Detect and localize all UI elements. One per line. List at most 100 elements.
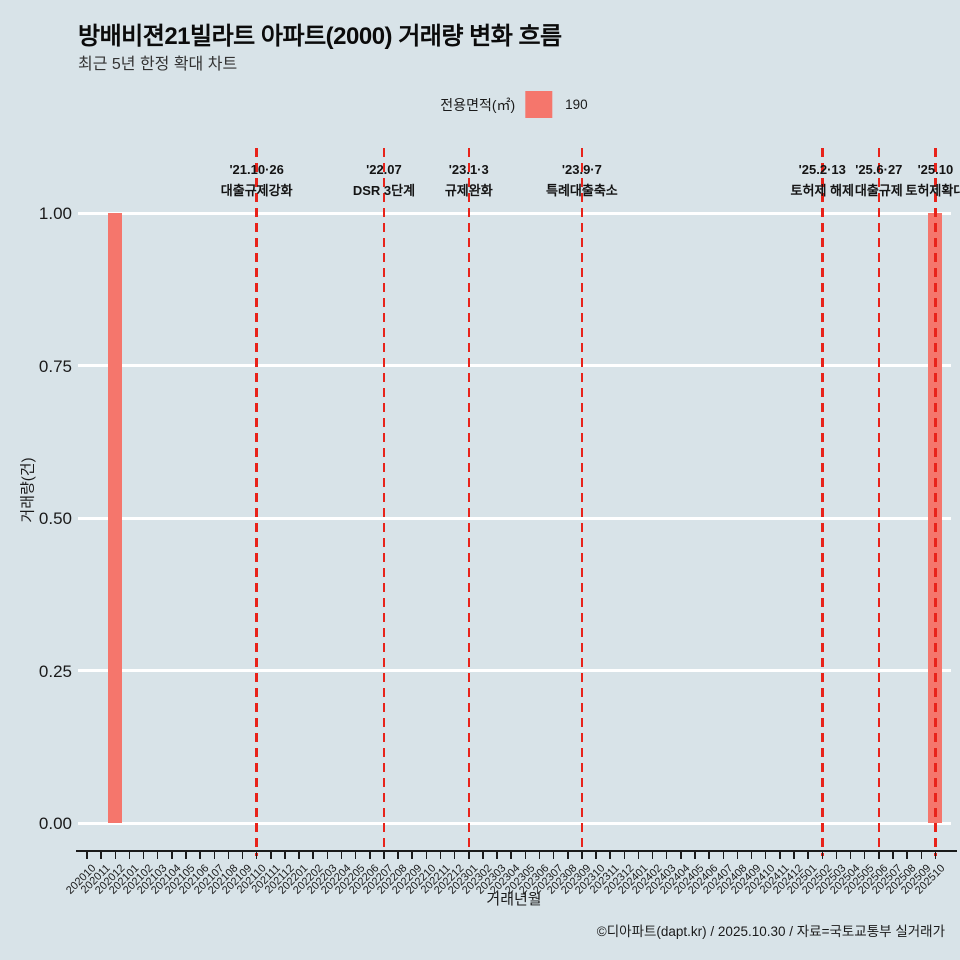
axis-tick [934,852,937,859]
axis-tick [595,852,597,859]
event-date: '23.9·7 [561,162,602,177]
axis-tick [270,852,272,859]
axis-tick [807,852,809,859]
axis-tick [567,852,569,859]
axis-tick [86,852,88,859]
axis-tick [468,852,470,859]
axis-tick [680,852,682,859]
event-date: '21.10·26 [229,162,284,177]
event-label: 대출규제강화 [220,183,293,198]
axis-tick [439,852,442,859]
y-axis-title: 거래량(건) [19,457,37,523]
event-line [877,148,881,856]
axis-tick [171,852,173,859]
axis-tick [425,852,428,859]
axis-tick [722,852,725,859]
axis-tick [128,852,131,859]
y-tick-label: 0.75 [38,356,72,376]
legend: 전용면적(㎡) 190 [440,91,588,118]
x-axis-title: 거래년월 [486,891,542,908]
axis-tick [538,852,541,859]
event-date: '25.6·27 [855,162,903,177]
event-date: '22.07 [366,162,402,177]
axis-tick [142,852,145,859]
axis-tick [665,852,668,859]
x-axis-line [76,850,957,852]
event-line [467,148,471,856]
axis-tick [793,852,795,859]
axis-tick [736,852,739,859]
axis-tick [326,852,329,859]
event-label: DSR 3단계 [352,183,416,198]
axis-tick [156,852,159,859]
axis-tick [581,852,583,859]
axis-tick [892,852,894,859]
event-date: '23.1·3 [448,162,489,177]
axis-tick [185,852,187,859]
attribution: ©디아파트(dapt.kr) / 2025.10.30 / 자료=국토교통부 실… [596,924,945,939]
axis-tick [114,852,117,859]
event-line [255,148,258,856]
event-date: '25.10 [917,162,954,177]
axis-tick [496,852,498,859]
axis-tick [298,852,300,859]
axis-tick [750,852,753,859]
event-line [934,148,937,856]
event-line [580,148,584,856]
y-tick-label: 0.25 [38,661,72,681]
axis-tick [354,852,357,859]
axis-tick [510,852,512,859]
axis-tick [453,852,456,859]
event-line [382,148,386,856]
event-label: 특례대출축소 [546,183,618,198]
y-tick-label: 0.00 [38,814,72,833]
axis-tick [694,852,696,859]
axis-tick [482,852,484,859]
axis-tick [651,852,654,859]
gridline [78,364,951,367]
gridline [78,821,951,825]
event-label: 규제완화 [444,183,493,198]
axis-tick [227,852,230,859]
axis-tick [821,852,824,859]
axis-tick [609,852,611,859]
gridline [78,516,951,520]
axis-tick [849,852,852,859]
axis-tick [835,852,838,859]
axis-tick [213,852,215,859]
chart-subtitle: 최근 5년 한정 확대 차트 [78,56,238,73]
event-label: 토허제확대 [905,183,960,198]
gridline [78,211,951,215]
event-label: 토허제 해제 [790,183,854,198]
axis-tick [100,852,102,859]
axis-tick [241,852,244,859]
axis-tick [255,852,258,859]
axis-tick [906,852,908,859]
axis-tick [764,852,767,859]
axis-tick [863,852,866,859]
axis-tick [708,852,710,859]
axis-tick [623,852,626,859]
axis-tick [637,852,640,859]
legend-item-label: 190 [565,97,588,112]
axis-tick [284,852,286,859]
bar-202012 [108,213,123,823]
chart-title: 방배비젼21빌라트 아파트(2000) 거래량 변화 흐름 [78,23,562,50]
axis-tick [779,852,781,859]
y-tick-label: 1.00 [38,204,72,223]
axis-tick [552,852,555,859]
axis-tick [312,852,314,859]
axis-tick [383,852,385,859]
y-tick-label: 0.50 [38,509,72,528]
axis-tick [524,852,527,859]
event-date: '25.2·13 [798,162,846,177]
axis-tick [369,852,371,859]
legend-swatch [525,91,553,118]
axis-tick [199,852,201,859]
axis-tick [411,852,413,859]
axis-tick [397,852,399,859]
gridline [78,669,951,672]
axis-tick [340,852,343,859]
legend-title: 전용면적(㎡) [440,96,516,113]
